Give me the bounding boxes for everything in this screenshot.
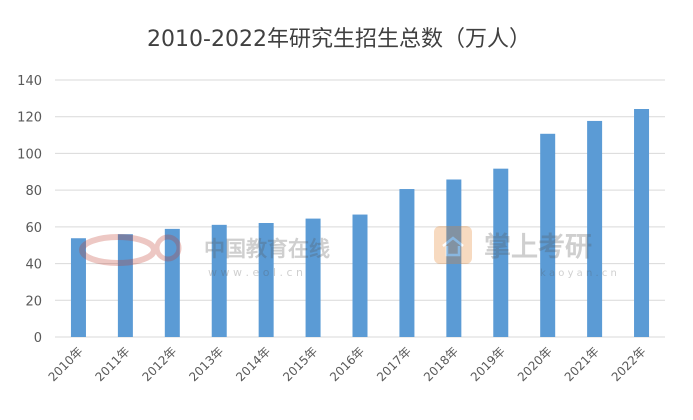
x-tick-label: 2013年: [186, 344, 226, 384]
x-axis-tick-labels: 2010年 2011年 2012年 2013年 2014年 2015年 2016年 2017年…: [46, 344, 649, 384]
kaoyan-logo-icon: [434, 226, 472, 264]
bar-2013年: [211, 224, 227, 337]
bar-2016年: [352, 214, 368, 337]
x-tick-label: 2017年: [374, 344, 414, 384]
y-tick-label: 20: [25, 294, 42, 309]
x-tick-label: 2016年: [327, 344, 367, 384]
bar-2021年: [587, 120, 603, 337]
bar-2022年: [634, 109, 650, 337]
bar-2015年: [305, 218, 321, 337]
kaoyan-watermark-url: k a o y a n . c n: [540, 268, 617, 279]
eol-logo-icon: [79, 234, 157, 266]
x-tick-label: 2015年: [280, 344, 320, 384]
y-tick-label: 140: [17, 74, 42, 89]
x-tick-label: 2018年: [421, 344, 461, 384]
x-tick-label: 2020年: [515, 344, 555, 384]
x-tick-label: 2011年: [93, 344, 133, 384]
x-tick-label: 2021年: [562, 344, 602, 384]
bar-2017年: [399, 189, 415, 337]
bar-2014年: [258, 223, 274, 337]
bar-2012年: [164, 228, 180, 337]
y-tick-label: 100: [17, 147, 42, 162]
y-tick-label: 40: [25, 258, 42, 273]
x-tick-label: 2014年: [233, 344, 273, 384]
bar-2011年: [117, 234, 133, 337]
x-tick-label: 2022年: [609, 344, 649, 384]
y-tick-label: 0: [34, 331, 42, 346]
y-axis-tick-labels: 0 20 40 60 80 100 120 140: [17, 74, 42, 346]
y-tick-label: 60: [25, 221, 42, 236]
bar-2010年: [70, 238, 86, 337]
x-tick-label: 2019年: [468, 344, 508, 384]
kaoyan-watermark-text: 掌上考研: [484, 232, 592, 263]
y-tick-label: 120: [17, 111, 42, 126]
eol-logo-o-icon: [154, 234, 182, 262]
x-tick-label: 2012年: [139, 344, 179, 384]
y-tick-label: 80: [25, 184, 42, 199]
eol-watermark: 中国教育在线 w w w . e o l . c n: [79, 234, 330, 279]
bar-2020年: [540, 133, 556, 337]
graduation-cap-icon: [442, 236, 464, 257]
bar-2018年: [446, 179, 462, 337]
chart-title: 2010-2022年研究生招生总数（万人）: [147, 27, 531, 52]
bars: [70, 109, 650, 337]
eol-watermark-text: 中国教育在线: [204, 237, 330, 261]
eol-watermark-url: w w w . e o l . c n: [208, 266, 303, 279]
x-tick-label: 2010年: [46, 344, 86, 384]
bar-2019年: [493, 168, 509, 337]
kaoyan-watermark: 掌上考研 k a o y a n . c n: [434, 226, 617, 279]
